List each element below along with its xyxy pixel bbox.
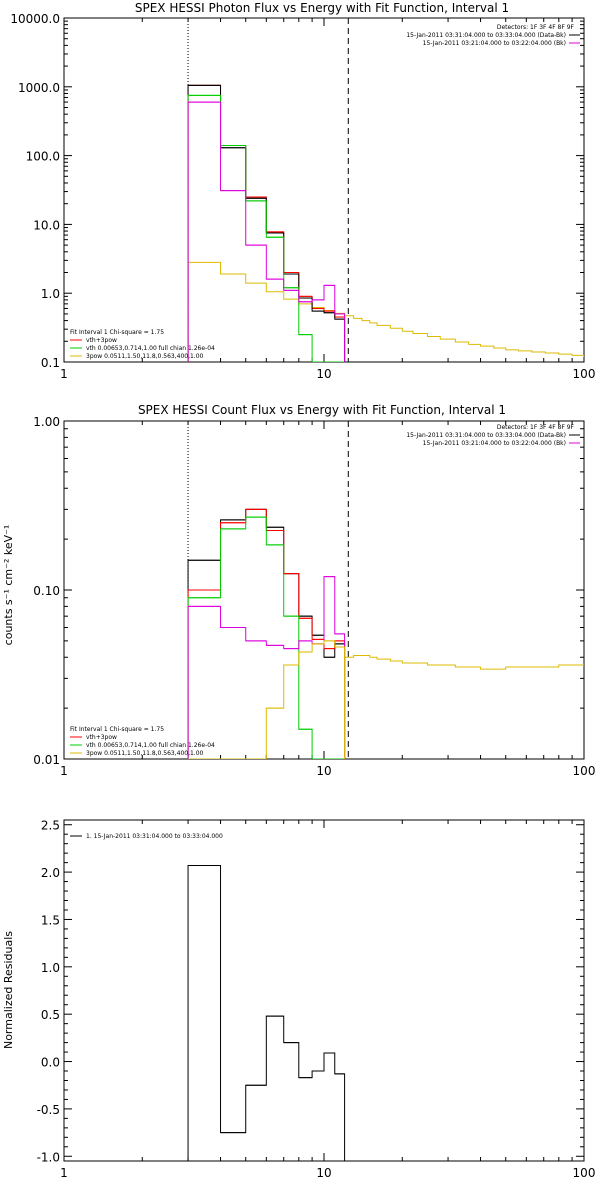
- y-tick-label: 0.0: [41, 1056, 60, 1070]
- y-tick-label: 1.5: [41, 913, 60, 927]
- photon-legend-vth: vth 0.00653,0.714,1.00 full chian 1.26e-…: [86, 345, 215, 352]
- photon-flux-panel: SPEX HESSI Photon Flux vs Energy with Fi…: [10, 1, 595, 381]
- y-tick-label: -1.0: [37, 1150, 60, 1164]
- y-tick-label: 2.0: [41, 866, 60, 880]
- series-1-15-Jan-2011-03-31-04-000-to-03-33-04-000-histogram: [187, 864, 346, 1161]
- y-tick-label: 1.00: [33, 415, 60, 429]
- photon-legend-detectors: Detectors: 1F 3F 4F 8F 9F: [497, 24, 575, 31]
- y-tick-label: 0.5: [41, 1008, 60, 1022]
- residuals-legend-label: 1. 15-Jan-2011 03:31:04.000 to 03:33:04.…: [86, 833, 223, 840]
- count-legend-bottom-left: Fit Interval 1 Chi-square = 1.75 vth+3po…: [70, 726, 215, 757]
- count-legend-detectors: Detectors: 1F 3F 4F 8F 9F: [497, 424, 575, 431]
- count-legend-vth: vth 0.00653,0.714,1.00 full chian 1.26e-…: [86, 742, 215, 749]
- x-tick-label: 1: [60, 764, 68, 778]
- y-tick-label: 0.01: [33, 753, 60, 767]
- x-tick-label: 10: [316, 367, 331, 381]
- x-tick-label: 100: [573, 367, 596, 381]
- photon-legend-fit: Fit Interval 1 Chi-square = 1.75: [70, 329, 164, 336]
- x-tick-label: 1: [60, 367, 68, 381]
- photon-legend-total: vth+3pow: [86, 337, 117, 344]
- plot-frame: [63, 819, 585, 1162]
- count-flux-panel: SPEX HESSI Count Flux vs Energy with Fit…: [2, 403, 595, 778]
- y-tick-label: 2.5: [41, 819, 60, 833]
- series-3pow-line: [344, 654, 584, 759]
- y-tick-label: -0.5: [37, 1103, 60, 1117]
- y-tick-label: 1.0: [41, 961, 60, 975]
- x-tick-label: 10: [316, 764, 331, 778]
- y-tick-label: 0.10: [33, 584, 60, 598]
- photon-legend-data-interval: 15-Jan-2011 03:31:04.000 to 03:33:04.000…: [406, 32, 566, 39]
- count-panel-title: SPEX HESSI Count Flux vs Energy with Fit…: [138, 403, 506, 417]
- x-tick-label: 100: [573, 1166, 596, 1180]
- residuals-panel: Normalized Residuals 1. 15-Jan-2011 03:3…: [2, 819, 595, 1180]
- photon-legend-top-right: Detectors: 1F 3F 4F 8F 9F 15-Jan-2011 03…: [406, 24, 580, 47]
- y-tick-label: 1.0: [41, 287, 60, 301]
- count-legend-bk-interval: 15-Jan-2011 03:21:04.000 to 03:22:04.000…: [423, 440, 566, 447]
- residuals-panel-ylabel: Normalized Residuals: [2, 931, 15, 1049]
- y-tick-label: 1000.0: [18, 81, 60, 95]
- count-legend-pow: 3pow 0.0511,1.50,11.8,0.563,400,1.00: [86, 750, 204, 757]
- panel-1-series-group: [187, 508, 584, 759]
- panel-0-series-group: [187, 84, 584, 362]
- photon-legend-pow: 3pow 0.0511,1.50,11.8,0.563,400,1.00: [86, 353, 204, 360]
- x-tick-label: 10: [316, 1166, 331, 1180]
- y-tick-label: 10.0: [33, 218, 60, 232]
- count-legend-data-interval: 15-Jan-2011 03:31:04.000 to 03:33:04.000…: [406, 432, 566, 439]
- photon-legend-bk-interval: 15-Jan-2011 03:21:04.000 to 03:22:04.000…: [423, 40, 566, 47]
- count-legend-top-right: Detectors: 1F 3F 4F 8F 9F 15-Jan-2011 03…: [406, 424, 580, 447]
- count-panel-ylabel: counts s⁻¹ cm⁻² keV⁻¹: [2, 525, 15, 646]
- photon-legend-bottom-left: Fit Interval 1 Chi-square = 1.75 vth+3po…: [70, 329, 215, 360]
- y-tick-label: 100.0: [26, 150, 60, 164]
- residuals-legend: 1. 15-Jan-2011 03:31:04.000 to 03:33:04.…: [70, 833, 223, 840]
- y-tick-label: 10000.0: [10, 12, 60, 26]
- series-3pow-line: [187, 261, 584, 362]
- y-tick-label: 0.1: [41, 356, 60, 370]
- panel-2-series-group: [187, 864, 346, 1161]
- x-tick-label: 1: [60, 1166, 68, 1180]
- series-vth-histogram: [187, 94, 345, 362]
- series-3pow-histogram: [188, 640, 346, 759]
- x-tick-label: 100: [573, 764, 596, 778]
- count-legend-fit: Fit Interval 1 Chi-square = 1.75: [70, 726, 164, 733]
- count-legend-total: vth+3pow: [86, 734, 117, 741]
- photon-panel-title: SPEX HESSI Photon Flux vs Energy with Fi…: [135, 1, 509, 15]
